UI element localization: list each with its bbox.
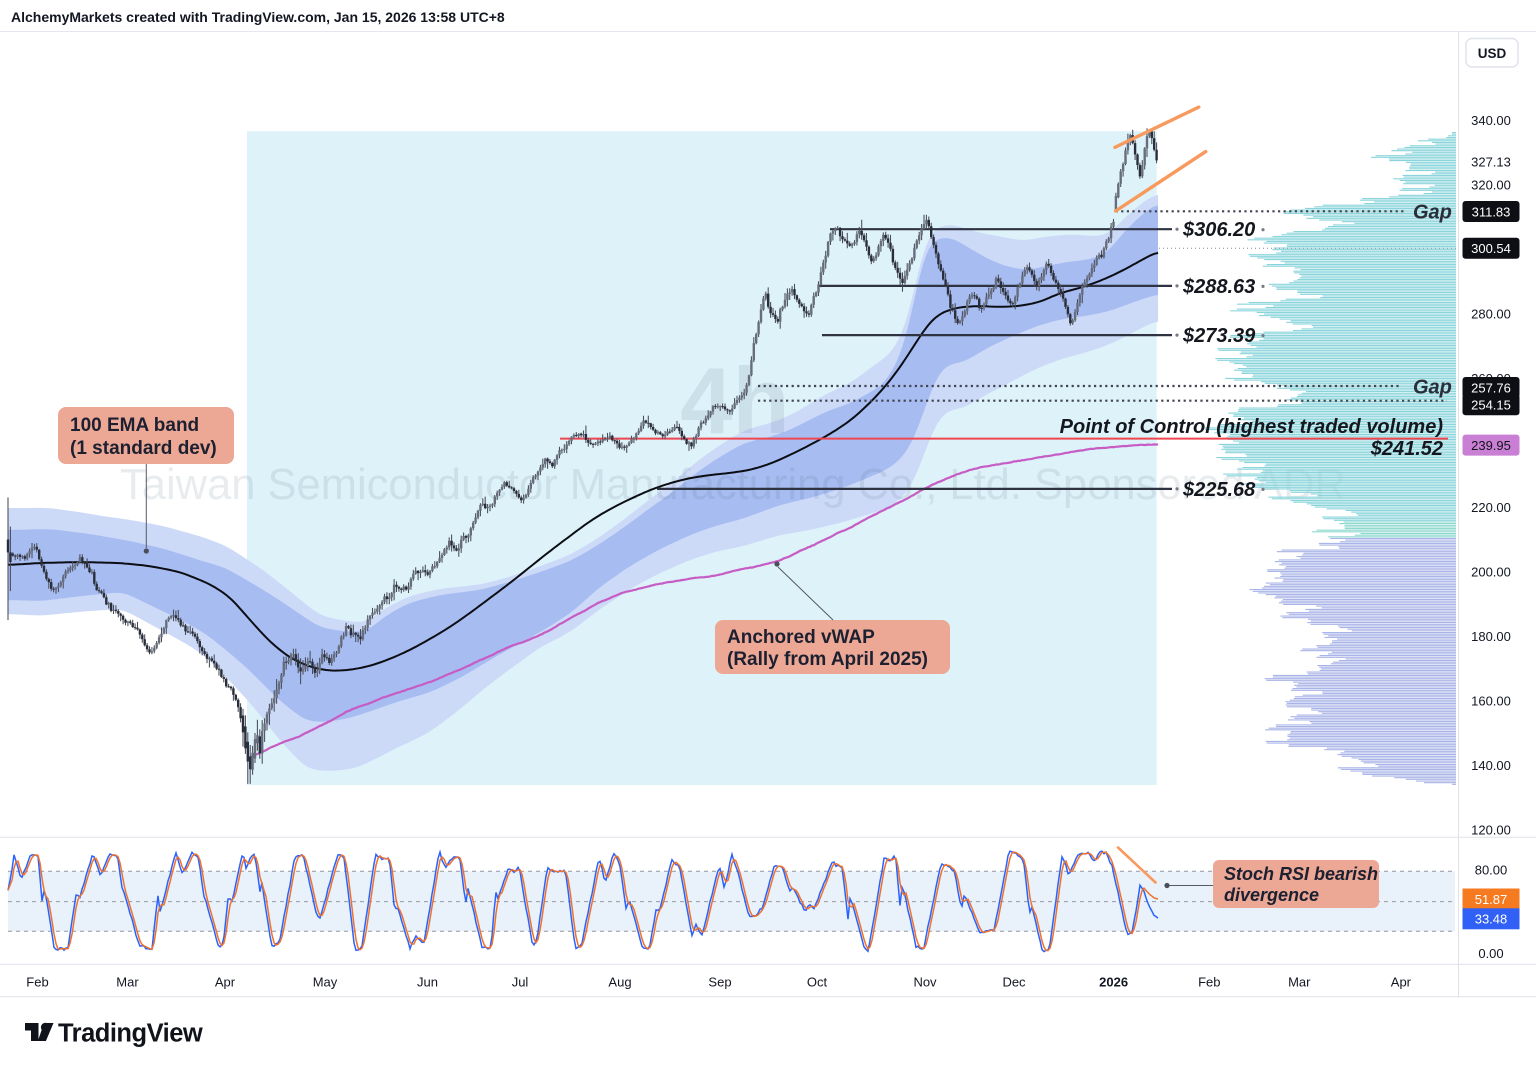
svg-text:divergence: divergence — [1224, 885, 1319, 905]
svg-text:Feb: Feb — [26, 975, 48, 990]
svg-text:311.83: 311.83 — [1472, 204, 1511, 219]
svg-text:$306.20: $306.20 — [1182, 219, 1255, 241]
svg-text:340.00: 340.00 — [1471, 113, 1511, 128]
svg-text:Oct: Oct — [807, 975, 828, 990]
svg-text:200.00: 200.00 — [1471, 565, 1511, 580]
svg-text:Taiwan Semiconductor Manufactu: Taiwan Semiconductor Manufacturing Co., … — [120, 461, 1346, 509]
svg-text:Jul: Jul — [512, 975, 529, 990]
svg-text:Stoch RSI bearish: Stoch RSI bearish — [1224, 864, 1378, 884]
svg-text:2026: 2026 — [1099, 975, 1128, 990]
svg-text:0.00: 0.00 — [1478, 946, 1503, 961]
svg-text:AlchemyMarkets created with Tr: AlchemyMarkets created with TradingView.… — [11, 9, 505, 25]
svg-text:Gap: Gap — [1413, 377, 1452, 399]
svg-text:Aug: Aug — [608, 975, 631, 990]
svg-text:51.87: 51.87 — [1475, 892, 1508, 907]
svg-text:(1 standard dev): (1 standard dev) — [70, 438, 217, 459]
svg-text:(Rally from April 2025): (Rally from April 2025) — [727, 649, 928, 670]
svg-text:Mar: Mar — [1288, 975, 1311, 990]
svg-text:Sep: Sep — [708, 975, 731, 990]
svg-text:33.48: 33.48 — [1475, 912, 1508, 927]
svg-text:Apr: Apr — [215, 975, 236, 990]
svg-text:$273.39: $273.39 — [1182, 325, 1256, 347]
svg-text:Nov: Nov — [913, 975, 937, 990]
svg-text:320.00: 320.00 — [1471, 178, 1511, 193]
svg-text:Feb: Feb — [1198, 975, 1220, 990]
svg-text:220.00: 220.00 — [1471, 500, 1511, 515]
svg-text:Mar: Mar — [116, 975, 139, 990]
svg-text:140.00: 140.00 — [1471, 758, 1511, 773]
svg-text:Point of Control (highest trad: Point of Control (highest traded volume) — [1060, 416, 1444, 438]
svg-text:$225.68: $225.68 — [1182, 479, 1256, 501]
svg-text:Anchored vWAP: Anchored vWAP — [727, 627, 875, 648]
svg-text:Jun: Jun — [417, 975, 438, 990]
svg-text:239.95: 239.95 — [1471, 438, 1511, 453]
svg-text:Dec: Dec — [1002, 975, 1026, 990]
svg-text:Apr: Apr — [1391, 975, 1412, 990]
svg-text:80.00: 80.00 — [1475, 863, 1508, 878]
svg-text:280.00: 280.00 — [1471, 307, 1511, 322]
svg-text:Gap: Gap — [1413, 202, 1452, 224]
svg-text:180.00: 180.00 — [1471, 629, 1511, 644]
svg-text:254.15: 254.15 — [1471, 398, 1511, 413]
svg-text:100 EMA band: 100 EMA band — [70, 415, 199, 436]
svg-text:USD: USD — [1478, 46, 1507, 61]
svg-text:257.76: 257.76 — [1471, 380, 1511, 395]
svg-text:$288.63: $288.63 — [1182, 276, 1255, 298]
svg-text:327.13: 327.13 — [1471, 155, 1511, 170]
svg-text:$241.52: $241.52 — [1370, 438, 1443, 460]
svg-text:300.54: 300.54 — [1471, 241, 1511, 256]
svg-text:TradingView: TradingView — [58, 1020, 203, 1048]
svg-text:120.00: 120.00 — [1471, 823, 1511, 838]
svg-text:160.00: 160.00 — [1471, 694, 1511, 709]
svg-text:May: May — [313, 975, 338, 990]
